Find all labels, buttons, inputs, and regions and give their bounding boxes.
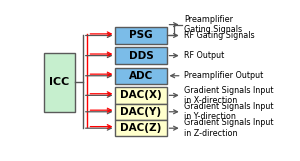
FancyBboxPatch shape [116, 67, 166, 84]
Text: DAC(X): DAC(X) [120, 90, 162, 100]
Text: ADC: ADC [129, 71, 153, 81]
Text: RF Output: RF Output [184, 51, 224, 60]
FancyBboxPatch shape [116, 87, 166, 104]
Text: Gradient Signals Input
in Y-direction: Gradient Signals Input in Y-direction [184, 102, 274, 121]
Text: DDS: DDS [129, 51, 153, 61]
Text: Gradient Signals Input
in Z-direction: Gradient Signals Input in Z-direction [184, 118, 274, 138]
FancyBboxPatch shape [116, 104, 166, 120]
FancyBboxPatch shape [44, 53, 75, 112]
Text: ICC: ICC [50, 77, 70, 87]
Text: PSG: PSG [129, 30, 153, 40]
Text: RF Gating Signals: RF Gating Signals [184, 31, 255, 40]
Text: Preamplifier
Gating Signals: Preamplifier Gating Signals [184, 15, 242, 34]
Text: Preamplifier Output: Preamplifier Output [184, 71, 263, 80]
Text: Gradient Signals Input
in X-direction: Gradient Signals Input in X-direction [184, 86, 274, 105]
Text: DAC(Y): DAC(Y) [120, 107, 161, 117]
FancyBboxPatch shape [116, 27, 166, 44]
FancyBboxPatch shape [116, 120, 166, 136]
Text: DAC(Z): DAC(Z) [120, 123, 162, 133]
FancyBboxPatch shape [116, 47, 166, 64]
